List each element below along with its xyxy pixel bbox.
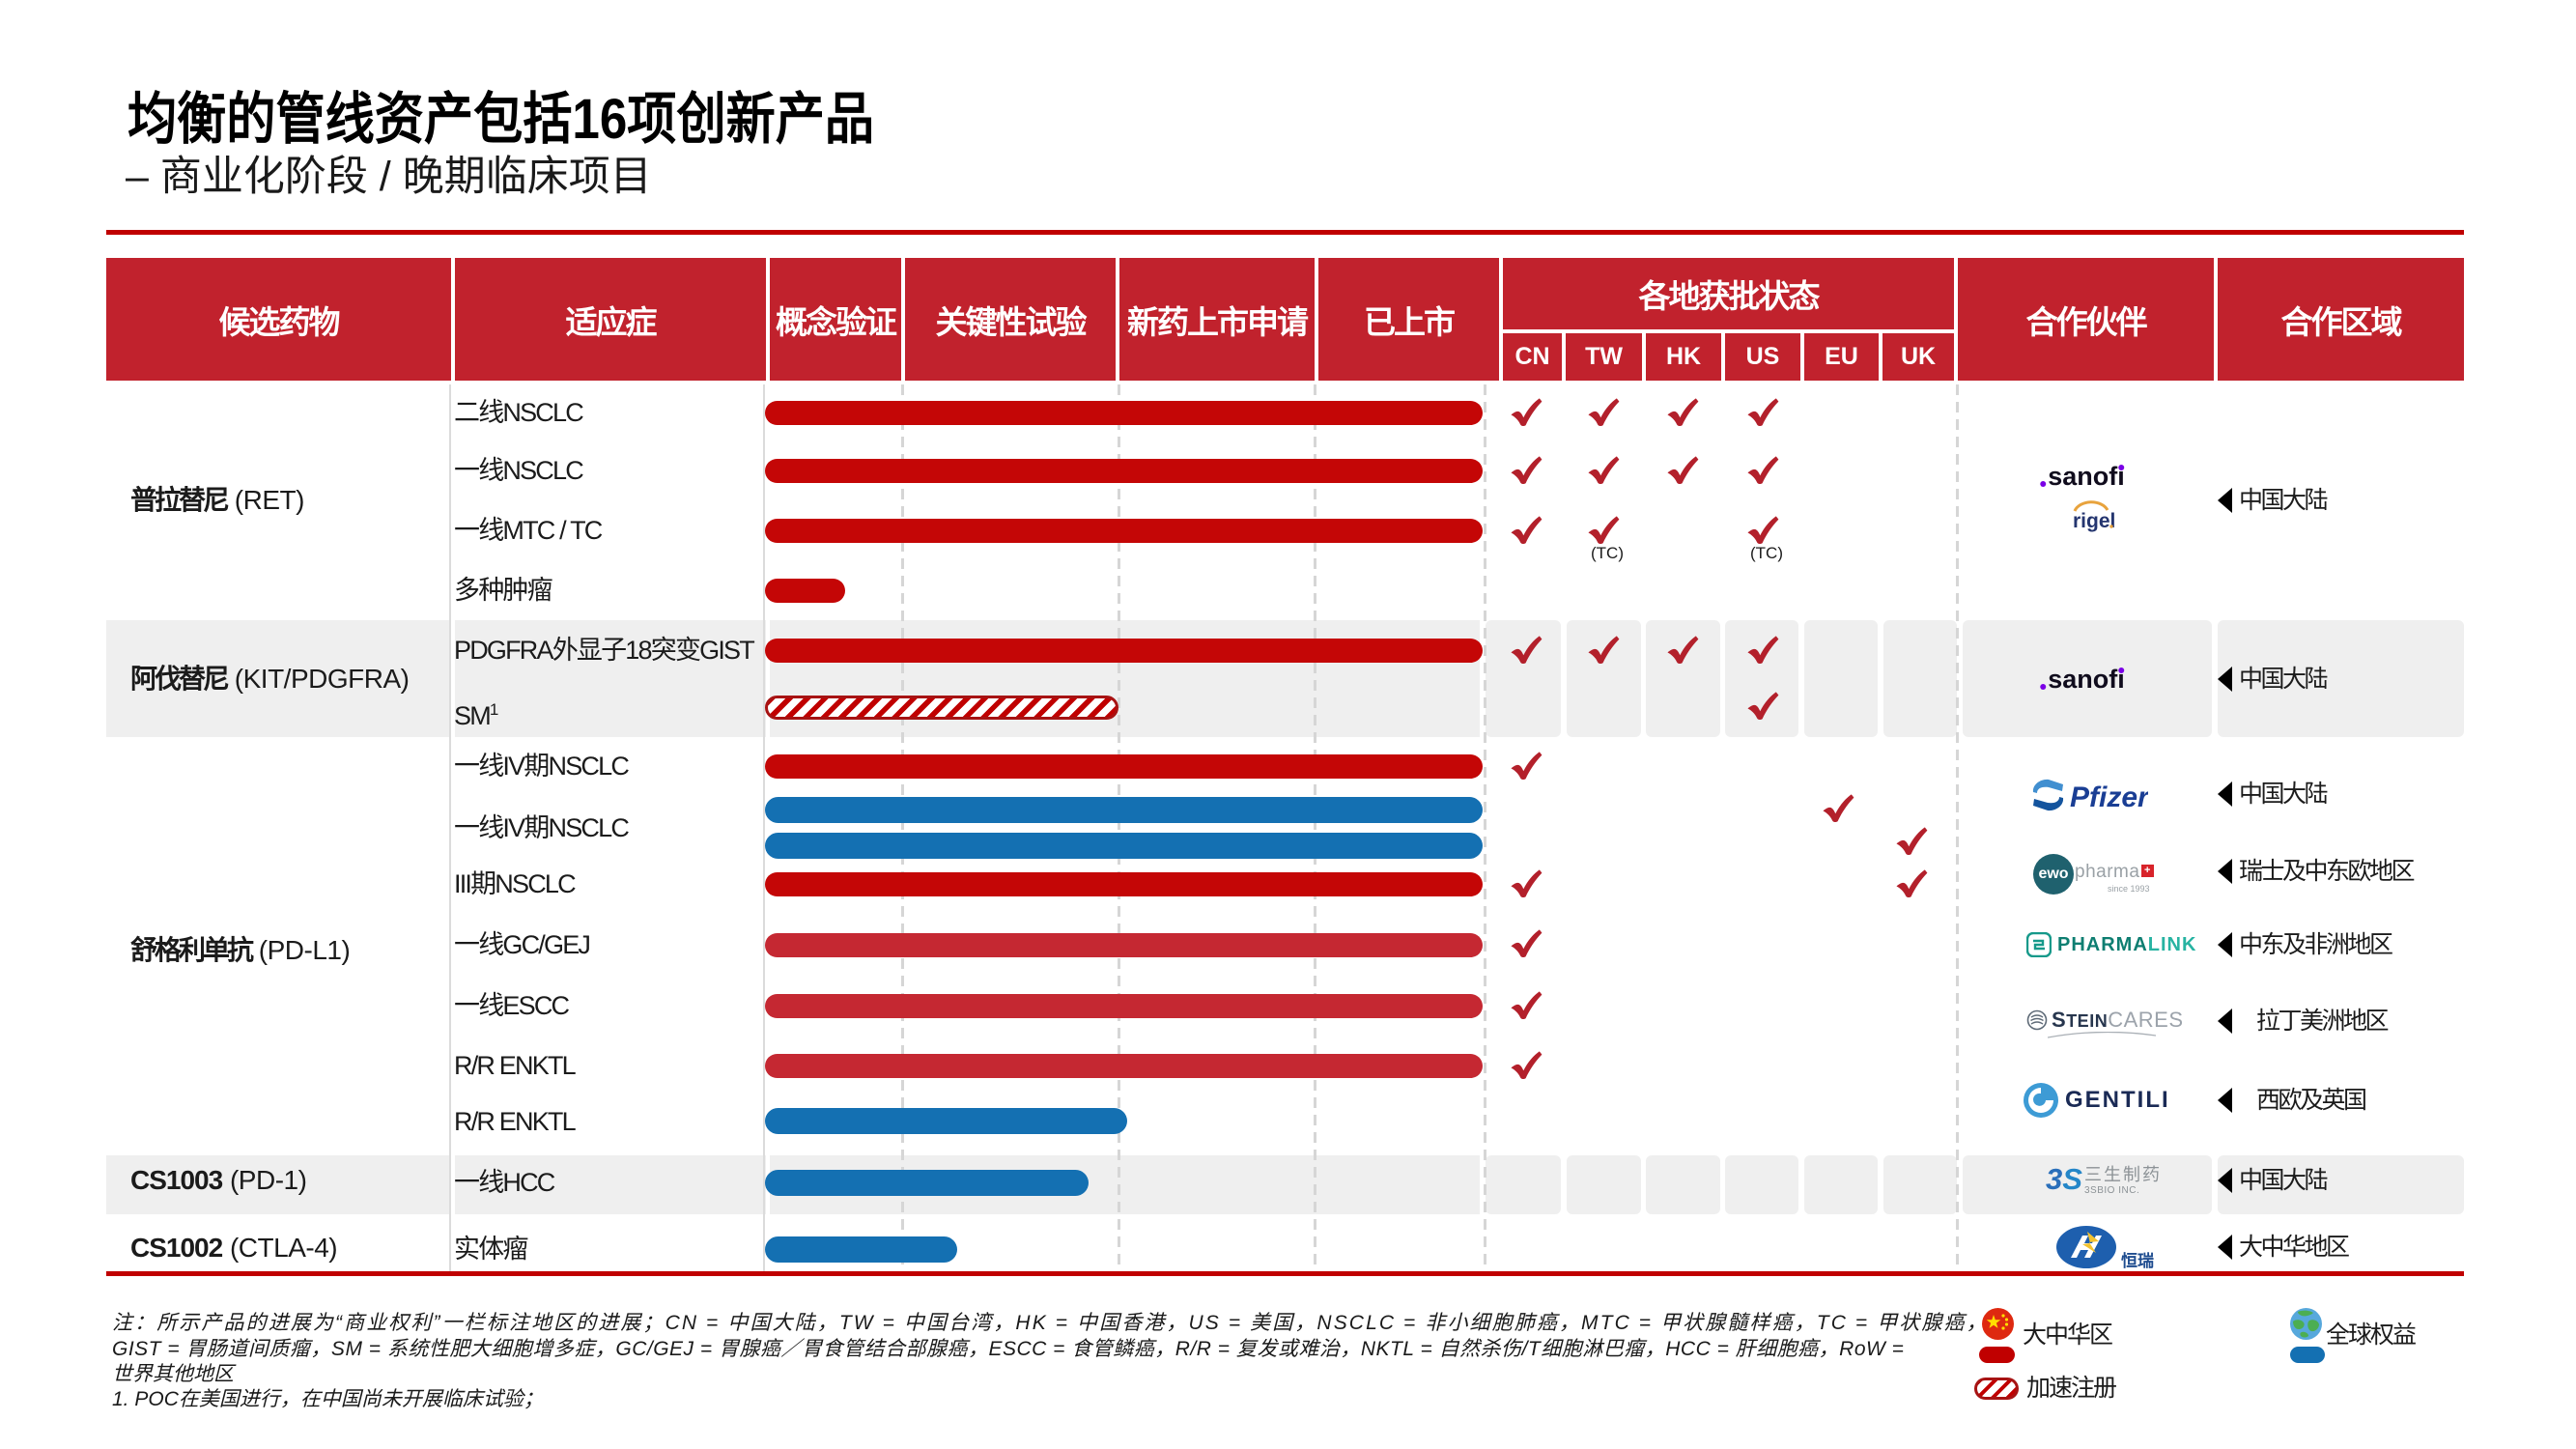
svg-text:Pfizer: Pfizer [2070,781,2148,813]
svg-text:rigel: rigel [2073,510,2115,532]
